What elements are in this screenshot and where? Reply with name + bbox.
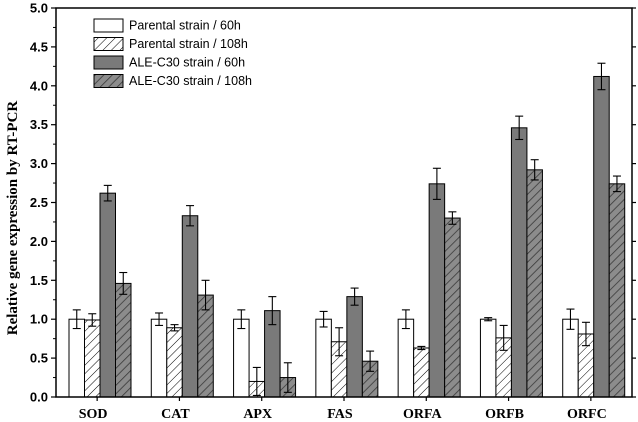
y-tick-label: 2.5	[30, 195, 48, 210]
bar	[479, 318, 497, 398]
x-tick-label: ORFB	[485, 407, 524, 422]
y-tick-label: 3.0	[30, 156, 48, 171]
bar	[68, 318, 85, 398]
bar	[84, 319, 101, 398]
x-tick-label: APX	[243, 407, 272, 422]
bar	[413, 347, 430, 398]
bar	[181, 215, 199, 398]
y-tick-label: 3.5	[30, 117, 48, 132]
bar	[510, 127, 528, 398]
bar	[150, 318, 168, 398]
legend-label: ALE-C30 strain / 108h	[129, 74, 252, 88]
bar	[166, 327, 183, 398]
legend-swatch	[93, 74, 124, 88]
legend-label: ALE-C30 strain / 60h	[129, 56, 245, 70]
y-tick-label: 1.5	[30, 273, 48, 288]
legend-swatch	[93, 18, 124, 33]
legend-label: Parental strain / 108h	[129, 37, 248, 51]
bar	[346, 296, 363, 398]
bar	[428, 183, 446, 398]
y-tick-label: 2.0	[30, 234, 48, 249]
y-tick-label: 5.0	[30, 1, 48, 16]
x-tick-label: ORFC	[567, 407, 607, 422]
x-tick-label: ORFA	[403, 407, 443, 422]
y-tick-label: 0.5	[30, 351, 48, 366]
bar	[526, 169, 543, 398]
legend-swatch	[93, 37, 124, 51]
legend-label: Parental strain / 60h	[129, 19, 241, 33]
bars-layer	[68, 62, 626, 398]
legend-swatch	[93, 55, 124, 70]
y-tick-label: 4.5	[30, 39, 48, 54]
bar	[593, 75, 610, 398]
bar	[233, 318, 250, 398]
y-tick-label: 1.0	[30, 312, 48, 327]
bar	[115, 282, 132, 398]
bar	[99, 192, 116, 398]
x-tick-label: FAS	[327, 407, 353, 422]
bar	[608, 183, 626, 398]
bar	[444, 217, 461, 398]
legend: Parental strain / 60h Parental strain / 1…	[93, 18, 252, 88]
x-tick-label: SOD	[79, 407, 108, 422]
bar	[397, 318, 415, 398]
axes-layer: 0.0 0.5 1.0 1.5 2.0 2.5 3.0 3.5 4.0 4.5 5.0 SOD CAT A…	[30, 1, 636, 422]
y-axis-label: Relative gene expression by RT-PCR	[5, 101, 21, 336]
bar	[315, 318, 332, 398]
y-tick-label: 4.0	[30, 78, 48, 93]
bar	[562, 318, 579, 398]
x-tick-label: CAT	[161, 407, 190, 422]
y-tick-label: 0.0	[30, 390, 48, 405]
